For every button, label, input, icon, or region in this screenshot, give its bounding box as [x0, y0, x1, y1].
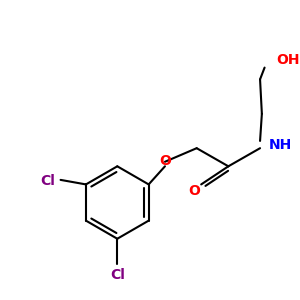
- Text: OH: OH: [276, 53, 300, 67]
- Text: O: O: [188, 184, 200, 198]
- Text: NH: NH: [269, 138, 292, 152]
- Text: O: O: [159, 154, 171, 168]
- Text: Cl: Cl: [110, 268, 125, 282]
- Text: Cl: Cl: [40, 174, 55, 188]
